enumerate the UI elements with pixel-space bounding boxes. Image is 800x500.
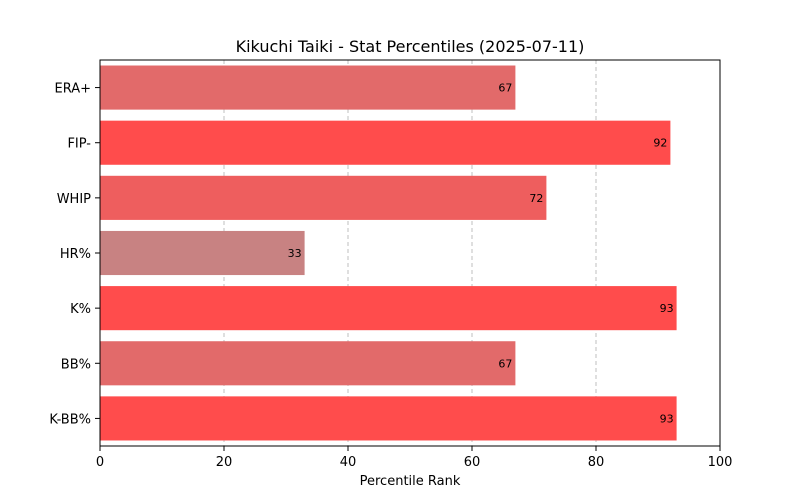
bar-fip (100, 120, 671, 165)
bars (100, 65, 677, 441)
chart-title: Kikuchi Taiki - Stat Percentiles (2025-0… (236, 37, 585, 56)
data-label-4: 93 (660, 302, 674, 315)
y-tick-label-6: K-BB% (49, 412, 91, 427)
data-labels: 67 92 72 33 93 67 93 (288, 82, 674, 426)
x-tick-label-2: 40 (340, 455, 357, 470)
y-tick-label-4: K% (70, 302, 91, 317)
y-axis-ticks: ERA+ FIP- WHIP HR% K% BB% K-BB% (49, 82, 100, 427)
data-label-2: 72 (529, 192, 543, 205)
y-tick-label-5: BB% (61, 357, 91, 372)
x-tick-label-1: 20 (216, 455, 233, 470)
x-axis-label: Percentile Rank (360, 474, 461, 489)
y-tick-label-0: ERA+ (54, 82, 91, 97)
bar-era (100, 65, 516, 110)
y-tick-label-3: HR% (60, 247, 91, 262)
y-tick-label-2: WHIP (57, 192, 91, 207)
x-tick-label-4: 80 (588, 455, 605, 470)
y-tick-label-1: FIP- (67, 137, 91, 152)
bar-k (100, 286, 677, 331)
data-label-1: 92 (653, 137, 667, 150)
bar-k-bb (100, 396, 677, 441)
x-axis-ticks: 0 20 40 60 80 100 (96, 446, 733, 470)
data-label-6: 93 (660, 412, 674, 425)
x-tick-label-0: 0 (96, 455, 104, 470)
data-label-0: 67 (498, 82, 512, 95)
bar-bb (100, 341, 516, 386)
x-tick-label-5: 100 (708, 455, 733, 470)
bar-hr (100, 230, 305, 276)
x-tick-label-3: 60 (464, 455, 481, 470)
data-label-5: 67 (498, 357, 512, 370)
data-label-3: 33 (288, 247, 302, 260)
bar-whip (100, 175, 547, 220)
